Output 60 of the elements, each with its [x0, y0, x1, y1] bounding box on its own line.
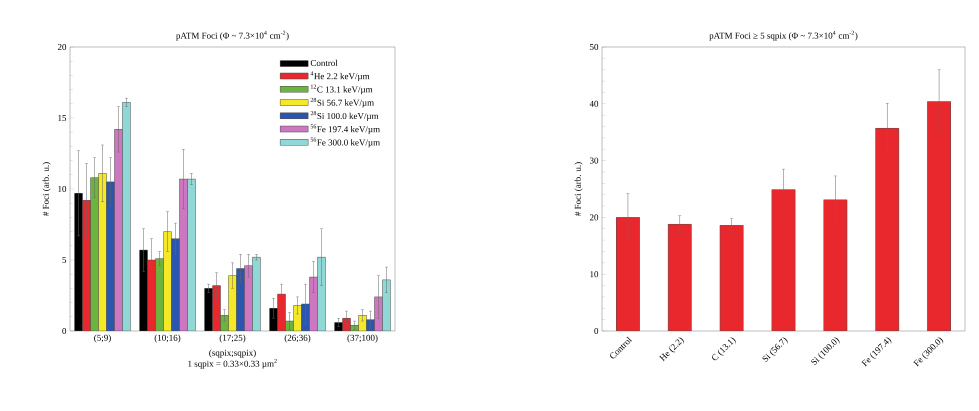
- x-tick-label: (5;9): [94, 334, 111, 343]
- bar: [823, 200, 848, 331]
- bar: [155, 258, 164, 331]
- y-tick-label: 10: [590, 271, 598, 278]
- legend-label: $^{12}$C 13.1 keV/µm: [310, 84, 372, 94]
- chart-title: pATM Foci ≥ 5 sqpix (Φ ~ 7.3×10$^{4}$ cm$^{-2}$): [709, 30, 858, 40]
- bar: [106, 182, 115, 331]
- bar: [772, 189, 796, 331]
- bar: [309, 276, 318, 331]
- y-tick-label: 15: [58, 114, 66, 122]
- y-tick-label: 20: [58, 44, 66, 50]
- bar: [252, 257, 260, 331]
- bar: [179, 178, 188, 331]
- bar: [927, 101, 951, 331]
- y-axis-title: # Foci (arb. u.): [42, 162, 51, 216]
- bar: [171, 238, 180, 331]
- bar: [114, 129, 123, 331]
- legend-label: Control: [310, 60, 338, 66]
- legend-label: $^{28}$Si 56.7 keV/µm: [310, 98, 374, 108]
- y-tick-label: 10: [58, 186, 66, 192]
- bar: [82, 200, 91, 331]
- bar: [277, 294, 286, 331]
- y-tick-label: 20: [590, 214, 598, 220]
- x-axis-title: (sqpix;sqpix): [209, 349, 256, 358]
- y-axis-title: # Foci (arb. u.): [574, 162, 583, 216]
- x-tick-label: (10;16): [154, 334, 180, 343]
- bar: [350, 325, 359, 331]
- x-tick-label: (26;36): [284, 334, 310, 343]
- bar: [187, 178, 196, 331]
- bar: [90, 177, 99, 331]
- bar: [317, 256, 326, 331]
- bar: [382, 280, 391, 331]
- chart-title: pATM Foci (Φ ~ 7.3×10$^{4}$ cm$^{-2}$): [176, 30, 289, 40]
- y-tick-label: 40: [590, 100, 598, 107]
- bar: [139, 250, 148, 331]
- legend-label: $^{56}$Fe 300.0 keV/µm: [310, 138, 380, 148]
- legend-label: $^{4}$He 2.2 keV/µm: [310, 71, 370, 82]
- bar: [358, 315, 367, 331]
- bar: [122, 102, 131, 331]
- bar: [269, 308, 278, 331]
- legend-label: $^{56}$Fe 197.4 keV/µm: [310, 124, 380, 134]
- bar: [163, 231, 172, 331]
- y-tick-label: 5: [62, 257, 66, 263]
- x-tick-label: (37;100): [347, 334, 378, 343]
- bar: [720, 225, 744, 331]
- x-tick-label: (17;25): [220, 334, 246, 343]
- bar: [147, 260, 156, 331]
- y-tick-label: 50: [590, 44, 598, 50]
- bar: [74, 193, 83, 331]
- legend-label: $^{28}$Si 100.0 keV/µm: [310, 111, 378, 121]
- bar: [293, 305, 302, 331]
- y-tick-label: 30: [590, 158, 598, 164]
- bar: [875, 128, 900, 331]
- bar: [98, 173, 107, 331]
- bar: [616, 217, 640, 331]
- bar: [668, 224, 692, 331]
- text: 1 sqpix = 0.33×0.33 µm$^{2}$: [188, 358, 277, 369]
- y-tick-label: 0: [594, 328, 598, 334]
- bar: [334, 322, 343, 331]
- y-tick-label: 0: [62, 328, 66, 334]
